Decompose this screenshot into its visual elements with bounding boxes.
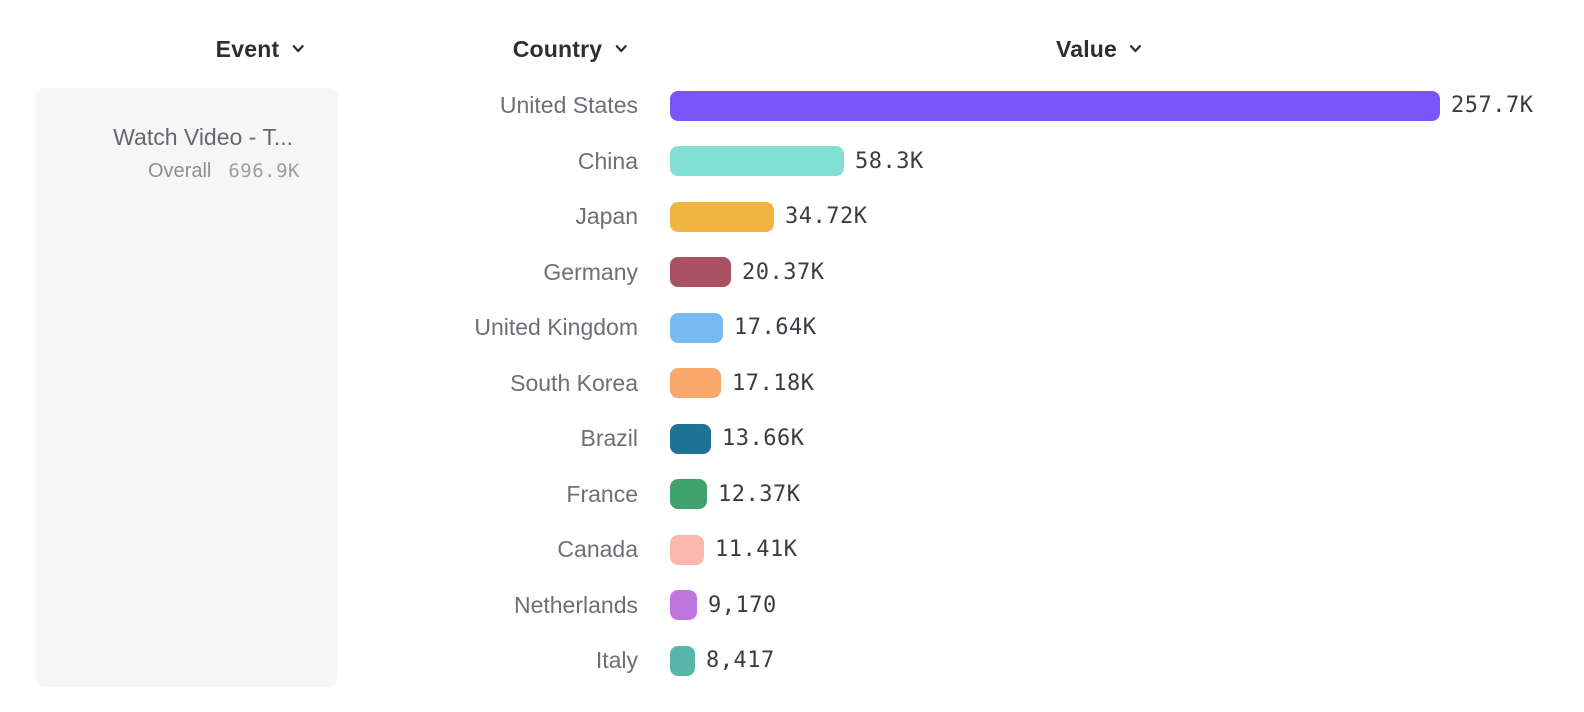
event-column-label: Event <box>215 36 280 62</box>
overall-label: Overall <box>148 160 212 182</box>
country-row: Germany 20.37K <box>0 245 1584 301</box>
country-row: South Korea 17.18K <box>0 356 1584 412</box>
value-bar[interactable] <box>670 590 697 621</box>
country-label: Brazil <box>580 425 638 452</box>
value-bar[interactable] <box>670 201 774 232</box>
event-item-card[interactable]: Watch Video - T... Overall 696.9K <box>35 88 338 687</box>
bar-value-label: 11.41K <box>715 537 798 563</box>
country-row: France 12.37K <box>0 467 1584 523</box>
country-bar-chart: United States 257.7K China 58.3K Japan 34.72K… <box>0 78 1584 689</box>
value-bar[interactable] <box>670 90 1440 121</box>
country-row: United States 257.7K <box>0 78 1584 134</box>
bar-value-label: 20.37K <box>742 259 825 285</box>
bar-value-label: 17.64K <box>734 315 817 341</box>
value-bar[interactable] <box>670 423 711 454</box>
chevron-down-icon <box>1127 37 1144 62</box>
country-row: Netherlands 9,170 <box>0 578 1584 634</box>
bar-value-label: 17.18K <box>732 370 815 396</box>
value-bar[interactable] <box>670 534 704 565</box>
country-label: Japan <box>575 203 638 230</box>
bar-value-label: 257.7K <box>1451 93 1534 119</box>
chevron-down-icon <box>289 37 306 62</box>
value-column-header[interactable]: Value <box>1056 36 1144 63</box>
country-column-label: Country <box>512 36 603 62</box>
country-row: United Kingdom 17.64K <box>0 300 1584 356</box>
country-label: Germany <box>543 258 638 285</box>
event-title: Watch Video - T... <box>113 124 293 150</box>
country-label: Italy <box>595 647 638 674</box>
country-column-header[interactable]: Country <box>513 36 630 63</box>
country-row: Brazil 13.66K <box>0 411 1584 467</box>
bar-value-label: 9,170 <box>708 592 777 618</box>
event-overall-metric: Overall 696.9K <box>55 160 300 183</box>
chevron-down-icon <box>612 37 629 62</box>
value-column-label: Value <box>1055 36 1118 62</box>
country-label: South Korea <box>510 369 638 396</box>
bar-value-label: 12.37K <box>718 481 801 507</box>
country-label: China <box>577 147 638 174</box>
country-label: Canada <box>557 536 638 563</box>
country-row: Italy 8,417 <box>0 633 1584 689</box>
value-bar[interactable] <box>670 146 844 177</box>
bar-value-label: 8,417 <box>706 648 775 674</box>
bar-value-label: 13.66K <box>722 426 805 452</box>
value-bar[interactable] <box>670 312 723 343</box>
country-row: Canada 11.41K <box>0 522 1584 578</box>
value-bar[interactable] <box>670 368 721 399</box>
value-bar[interactable] <box>670 257 731 288</box>
event-column-header[interactable]: Event <box>216 36 307 63</box>
value-bar[interactable] <box>670 479 707 510</box>
country-row: Japan 34.72K <box>0 189 1584 245</box>
overall-value: 696.9K <box>228 160 300 182</box>
country-label: United States <box>499 92 638 119</box>
value-bar[interactable] <box>670 645 695 676</box>
country-label: United Kingdom <box>474 314 638 341</box>
country-row: China 58.3K <box>0 134 1584 190</box>
country-label: France <box>566 480 638 507</box>
bar-value-label: 34.72K <box>785 204 868 230</box>
bar-value-label: 58.3K <box>855 148 924 174</box>
country-label: Netherlands <box>513 591 638 618</box>
